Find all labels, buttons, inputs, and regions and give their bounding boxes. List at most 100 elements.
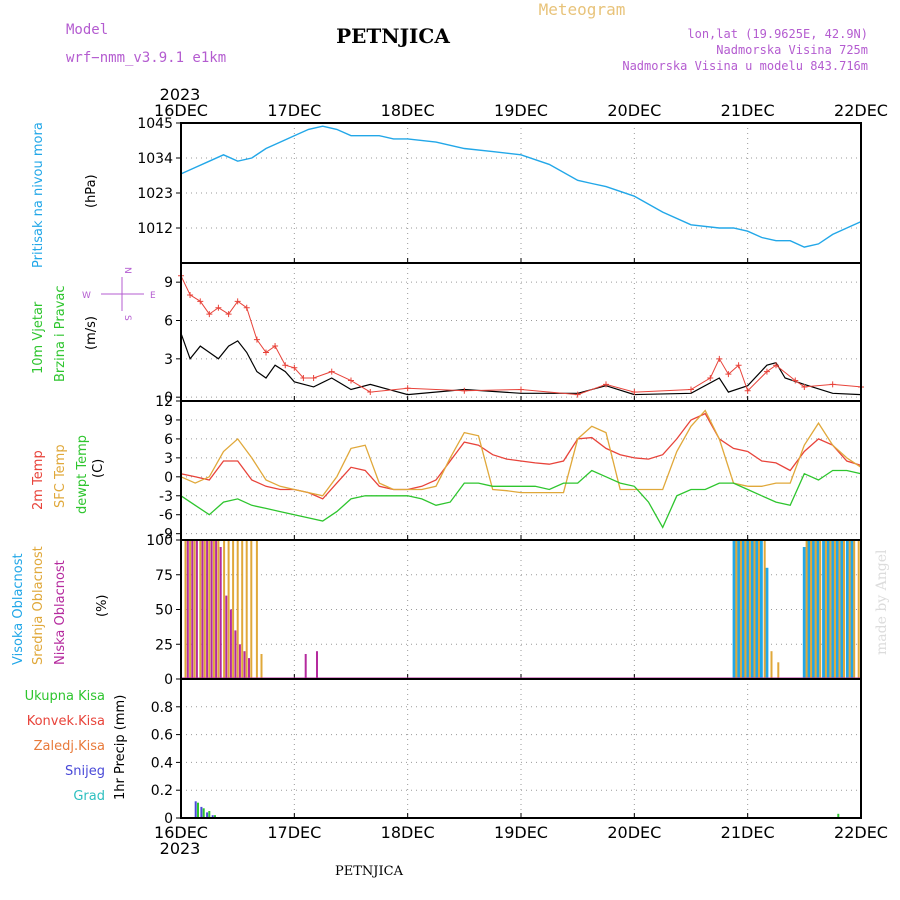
- low-cloud-bar: [225, 595, 228, 679]
- wind-gust-marker: [225, 311, 232, 318]
- wind-ytick-label: 3: [164, 352, 173, 368]
- high-cloud-bar: [802, 547, 806, 679]
- mid-cloud-label: Srednja Oblacnost: [31, 546, 46, 665]
- temperature-ytick-label: 6: [164, 432, 173, 448]
- wind-gust-marker: [197, 298, 204, 305]
- precip-ytick-label: 0: [164, 811, 173, 827]
- date-label-top: 16DEC: [154, 101, 208, 120]
- low-cloud-bar: [229, 609, 232, 679]
- mid-cloud-bar: [853, 540, 856, 679]
- mid-cloud-bar: [805, 540, 808, 679]
- wind-ytick-label: 9: [164, 275, 173, 291]
- temp-unit: (C): [91, 459, 106, 478]
- high-cloud-bar: [831, 540, 835, 679]
- high-cloud-bar: [732, 540, 736, 679]
- elevation: Nadmorska Visina 725m: [716, 43, 868, 57]
- cloud-ytick-label: 100: [146, 533, 173, 549]
- temperature-ytick-label: -3: [159, 489, 173, 505]
- mid-cloud-bar: [758, 540, 760, 679]
- wind-gust-marker: [725, 371, 732, 378]
- mid-cloud-bar: [223, 540, 226, 679]
- snow-bar: [206, 812, 209, 818]
- date-label-bottom: 17DEC: [267, 823, 321, 842]
- mid-cloud-bar: [748, 540, 751, 679]
- rain-bar: [208, 811, 211, 818]
- credit: made by Angel: [874, 549, 890, 655]
- dewpoint-line: [180, 469, 862, 529]
- wind-unit: (m/s): [84, 316, 99, 350]
- mid-cloud-bar: [232, 540, 235, 679]
- mid-cloud-bar: [843, 540, 845, 679]
- date-label-top: 17DEC: [267, 101, 321, 120]
- wind-ytick-label: 6: [164, 314, 173, 330]
- wind-gust-marker: [263, 349, 269, 356]
- wind-gust-line: [180, 275, 862, 396]
- legend-grad: Grad: [73, 789, 105, 804]
- mid-cloud-bar: [824, 540, 827, 679]
- low-cloud-label: Niska Oblacnost: [53, 560, 68, 665]
- legend-snijeg: Snijeg: [65, 764, 105, 779]
- mid-cloud-bar: [763, 540, 766, 679]
- cloud-ytick-label: 25: [155, 637, 173, 653]
- high-cloud-bar: [850, 540, 854, 679]
- low-cloud-bar: [304, 654, 307, 679]
- wind-gust-marker: [763, 368, 770, 375]
- mid-cloud-bar: [236, 540, 239, 679]
- wind-gust-marker: [688, 386, 694, 393]
- low-cloud-bar: [201, 540, 204, 679]
- high-cloud-bar: [840, 540, 844, 679]
- low-cloud-bar: [215, 540, 218, 679]
- mid-cloud-bar: [819, 540, 822, 679]
- wind-gust-marker: [829, 381, 836, 388]
- date-label-top: 19DEC: [494, 101, 548, 120]
- mid-cloud-bar: [739, 540, 742, 679]
- model-elevation: Nadmorska Visina u modelu 843.716m: [622, 59, 868, 73]
- mid-cloud-bar: [810, 540, 813, 679]
- wind-gust-marker: [744, 387, 751, 394]
- precip-ytick-label: 0.4: [151, 755, 173, 771]
- wind-sublabel: Brzina i Pravac: [53, 285, 68, 382]
- wind-gust-marker: [243, 304, 250, 311]
- compass-west: W: [82, 291, 91, 301]
- precip-ytick-label: 0.6: [151, 728, 173, 744]
- cloud-ytick-label: 75: [155, 568, 173, 584]
- date-label-bottom: 20DEC: [607, 823, 661, 842]
- wind-gust-marker: [272, 343, 279, 350]
- wind-gust-marker: [253, 336, 260, 343]
- sfc-label: SFC Temp: [53, 444, 68, 508]
- cloud-ytick-label: 50: [155, 603, 173, 619]
- rain-bar: [214, 815, 216, 818]
- wind-gust-marker: [206, 311, 213, 318]
- compass-rose: N S W E: [82, 267, 156, 321]
- date-label-bottom: 21DEC: [721, 823, 775, 842]
- high-cloud-bar: [811, 540, 815, 679]
- wind-gust-marker: [461, 387, 468, 394]
- mid-cloud-bar: [193, 540, 196, 679]
- mid-cloud-bar: [203, 540, 206, 679]
- wind-gust-marker: [300, 375, 307, 381]
- compass-north: N: [122, 267, 132, 274]
- high-cloud-label: Visoka Oblacnost: [11, 553, 26, 665]
- low-cloud-bar: [186, 540, 189, 679]
- temp2m-label: 2m Temp: [31, 450, 46, 510]
- wind-gust-marker: [328, 368, 335, 375]
- pressure-label: Pritisak na nivou mora: [31, 122, 46, 268]
- mid-cloud-bar: [184, 540, 187, 679]
- model-label: Model: [66, 22, 108, 38]
- precip-ytick-label: 0.2: [151, 783, 173, 799]
- date-label-bottom: 19DEC: [494, 823, 548, 842]
- high-cloud-bar: [737, 540, 741, 679]
- wind-gust-marker: [603, 381, 609, 388]
- pressure-ytick-label: 1023: [137, 186, 173, 202]
- mid-cloud-bar: [245, 540, 248, 679]
- temperature-ytick-label: 0: [164, 470, 173, 486]
- wind-gust-marker: [348, 377, 354, 384]
- cloud-ytick-label: 0: [164, 672, 173, 688]
- wind-gust-marker: [187, 291, 194, 298]
- high-cloud-bar: [746, 540, 750, 679]
- snow-bar: [211, 815, 214, 818]
- mid-cloud-bar: [777, 662, 780, 679]
- wind-gust-marker: [234, 298, 241, 305]
- mid-cloud-bar: [217, 540, 220, 679]
- snow-bar: [200, 806, 203, 818]
